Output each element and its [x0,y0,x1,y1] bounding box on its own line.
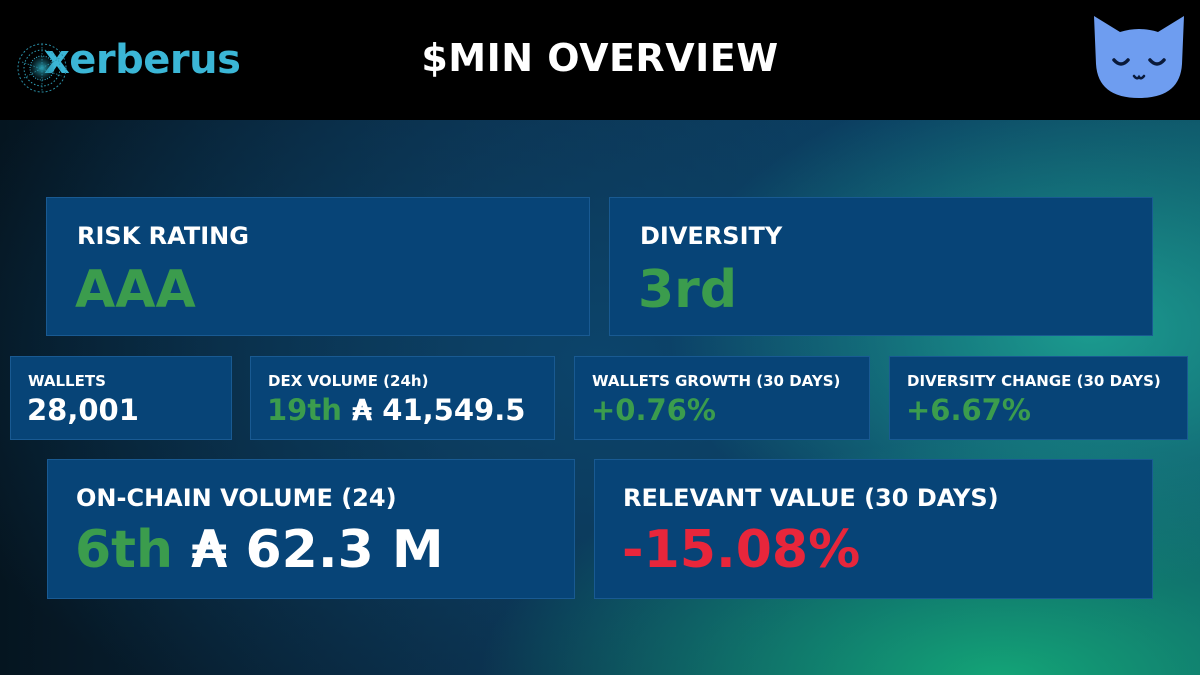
dex-volume-value: 19th ₳ 41,549.5 [267,393,525,427]
risk-rating-label: RISK RATING [77,222,249,250]
xerberus-mesh-icon [14,32,67,93]
ada-currency-icon: ₳ [351,393,373,427]
sleeping-cat-icon [1090,12,1188,102]
header-bar: xerberus $MIN OVERVIEW [0,0,1200,120]
diversity-change-label: DIVERSITY CHANGE (30 DAYS) [907,372,1161,390]
diversity-card: DIVERSITY 3rd [609,197,1153,336]
onchain-volume-value: 6th ₳ 62.3 M [75,520,444,580]
dex-volume-rank: 19th [267,393,342,427]
dex-volume-card: DEX VOLUME (24h) 19th ₳ 41,549.5 [250,356,555,440]
dex-volume-label: DEX VOLUME (24h) [268,372,429,390]
page-title: $MIN OVERVIEW [421,36,779,80]
diversity-change-card: DIVERSITY CHANGE (30 DAYS) +6.67% [889,356,1188,440]
wallets-growth-label: WALLETS GROWTH (30 DAYS) [592,372,841,390]
relevant-value-card: RELEVANT VALUE (30 DAYS) -15.08% [594,459,1153,599]
wallets-card: WALLETS 28,001 [10,356,232,440]
wallets-label: WALLETS [28,372,106,390]
onchain-volume-label: ON-CHAIN VOLUME (24) [76,484,397,512]
onchain-volume-card: ON-CHAIN VOLUME (24) 6th ₳ 62.3 M [47,459,575,599]
diversity-value: 3rd [638,260,738,320]
dex-volume-amount: 41,549.5 [382,393,526,427]
diversity-change-value: +6.67% [906,393,1031,427]
onchain-volume-amount: 62.3 M [245,520,444,580]
risk-rating-value: AAA [75,260,196,320]
xerberus-logo: xerberus [14,22,241,102]
diversity-label: DIVERSITY [640,222,783,250]
relevant-value-value: -15.08% [622,520,861,580]
relevant-value-label: RELEVANT VALUE (30 DAYS) [623,484,999,512]
onchain-volume-rank: 6th [75,520,174,580]
dashboard-area: RISK RATING AAA DIVERSITY 3rd WALLETS 28… [0,120,1200,675]
wallets-value: 28,001 [27,393,139,427]
risk-rating-card: RISK RATING AAA [46,197,590,336]
wallets-growth-value: +0.76% [591,393,716,427]
logo-text: xerberus [44,37,241,83]
wallets-growth-card: WALLETS GROWTH (30 DAYS) +0.76% [574,356,870,440]
ada-currency-icon: ₳ [191,520,228,580]
